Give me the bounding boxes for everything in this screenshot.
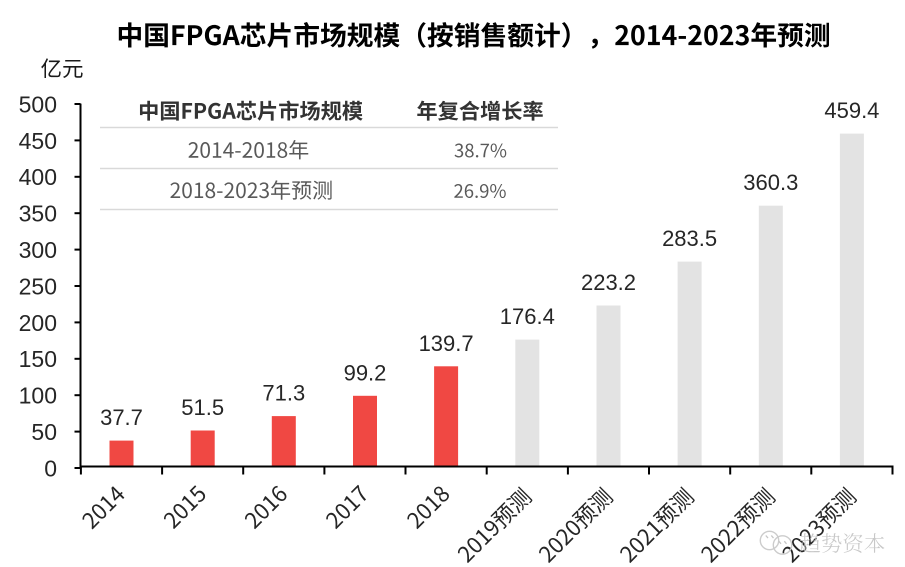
svg-text:223.2: 223.2 — [581, 270, 636, 295]
svg-text:50: 50 — [31, 419, 57, 445]
svg-text:100: 100 — [19, 383, 57, 409]
svg-text:71.3: 71.3 — [262, 381, 305, 406]
svg-text:250: 250 — [19, 273, 57, 299]
svg-text:150: 150 — [19, 346, 57, 372]
svg-text:37.7: 37.7 — [100, 405, 143, 430]
svg-text:400: 400 — [19, 164, 57, 190]
svg-text:300: 300 — [19, 237, 57, 263]
svg-text:283.5: 283.5 — [662, 226, 717, 251]
svg-text:0: 0 — [44, 455, 57, 481]
svg-text:450: 450 — [19, 128, 57, 154]
svg-text:176.4: 176.4 — [500, 304, 555, 329]
svg-text:459.4: 459.4 — [824, 98, 879, 123]
svg-text:51.5: 51.5 — [181, 395, 224, 420]
svg-text:350: 350 — [19, 201, 57, 227]
svg-text:99.2: 99.2 — [344, 360, 387, 385]
svg-text:500: 500 — [19, 91, 57, 117]
svg-text:139.7: 139.7 — [419, 331, 474, 356]
svg-text:200: 200 — [19, 310, 57, 336]
svg-text:360.3: 360.3 — [743, 170, 798, 195]
